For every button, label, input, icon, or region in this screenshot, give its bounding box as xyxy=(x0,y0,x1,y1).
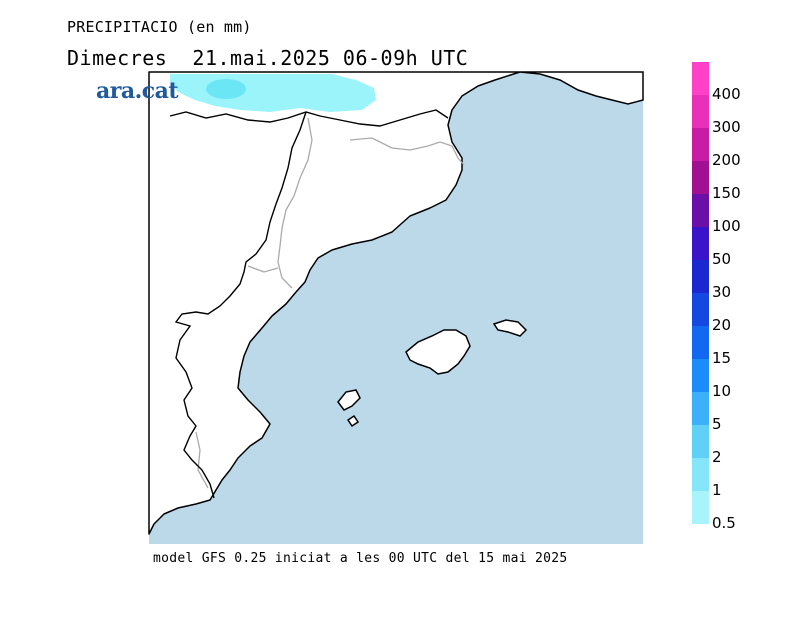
legend-label: 10 xyxy=(712,382,732,400)
model-footer: model GFS 0.25 iniciat a les 00 UTC del … xyxy=(153,551,568,566)
legend-label: 1 xyxy=(712,481,722,499)
legend-label: 400 xyxy=(712,85,741,103)
legend-swatch xyxy=(692,95,709,128)
region-border xyxy=(247,265,279,273)
legend-swatch xyxy=(692,227,709,260)
legend-label: 200 xyxy=(712,151,741,169)
legend-swatch xyxy=(692,425,709,458)
legend-label: 30 xyxy=(712,283,732,301)
legend-swatch xyxy=(692,359,709,392)
legend-label: 20 xyxy=(712,316,732,334)
region-border xyxy=(349,137,465,166)
legend-label: 2 xyxy=(712,448,722,466)
legend-swatch xyxy=(692,326,709,359)
legend-label: 100 xyxy=(712,217,741,235)
legend-label: 150 xyxy=(712,184,741,202)
region-border xyxy=(277,117,313,289)
country-border xyxy=(174,111,307,499)
legend-label: 0.5 xyxy=(712,514,736,532)
legend-label: 5 xyxy=(712,415,722,433)
island-formentera xyxy=(346,414,360,428)
map-title: PRECIPITACIO (en mm) xyxy=(67,18,252,36)
legend-swatch xyxy=(692,458,709,491)
legend-swatch xyxy=(692,491,709,524)
brand-logo: ara.cat xyxy=(96,78,179,104)
island-eivissa xyxy=(337,389,361,411)
island-menorca xyxy=(492,319,528,337)
legend-label: 50 xyxy=(712,250,732,268)
legend-swatch xyxy=(692,293,709,326)
coast-north xyxy=(519,71,644,105)
legend-swatch xyxy=(692,62,709,95)
map-subtitle: Dimecres 21.mai.2025 06-09h UTC xyxy=(67,46,469,70)
legend-swatch xyxy=(692,260,709,293)
country-border xyxy=(169,109,449,127)
island-mallorca xyxy=(405,329,471,375)
legend-label: 15 xyxy=(712,349,732,367)
precip-core xyxy=(206,79,246,99)
land-area xyxy=(148,71,521,535)
legend-label: 300 xyxy=(712,118,741,136)
legend-swatch xyxy=(692,128,709,161)
legend-swatch xyxy=(692,392,709,425)
legend-swatch xyxy=(692,161,709,194)
legend-swatch xyxy=(692,194,709,227)
region-border xyxy=(195,431,209,489)
